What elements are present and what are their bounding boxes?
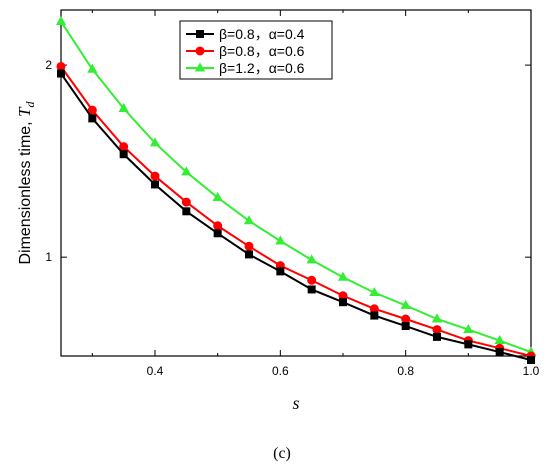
data-point-square <box>151 180 159 189</box>
data-point-circle <box>369 304 379 314</box>
data-point-circle <box>181 197 191 207</box>
data-point-circle <box>87 105 97 115</box>
x-tick-label: 0.8 <box>397 364 414 378</box>
data-point-triangle <box>337 271 349 281</box>
series-1 <box>57 69 535 364</box>
data-point-triangle <box>494 335 505 345</box>
data-point-circle <box>307 275 317 285</box>
data-point-square <box>245 250 253 259</box>
y-axis-label: Dimensionless time, Td <box>15 100 37 264</box>
data-point-square <box>213 229 222 238</box>
data-point-circle <box>338 291 348 301</box>
data-point-square <box>196 30 204 38</box>
data-point-triangle <box>55 15 67 26</box>
panel-label: (c) <box>273 445 291 462</box>
data-point-circle <box>213 221 223 231</box>
data-point-square <box>307 285 316 294</box>
data-point-square <box>339 298 347 307</box>
data-point-triangle <box>194 62 206 72</box>
x-tick-label: 0.4 <box>147 364 164 378</box>
data-point-square <box>464 340 473 349</box>
data-point-circle <box>56 61 66 71</box>
legend-entry-3: β=1.2，α=0.6 <box>186 60 305 76</box>
data-point-triangle <box>243 215 255 225</box>
data-point-triangle <box>149 137 161 147</box>
data-point-square <box>119 150 128 159</box>
data-point-circle <box>150 171 160 181</box>
data-point-triangle <box>181 166 192 176</box>
data-point-circle <box>244 241 254 251</box>
data-point-square <box>527 355 535 364</box>
data-point-circle <box>119 142 129 152</box>
data-point-triangle <box>212 191 223 202</box>
series-2 <box>56 61 536 361</box>
plot-frame <box>60 9 532 357</box>
y-tick-label: 1 <box>45 250 52 264</box>
data-point-circle <box>401 314 411 324</box>
legend-label: β=1.2，α=0.6 <box>219 60 305 76</box>
data-point-square <box>182 207 191 216</box>
data-point-triangle <box>118 102 129 112</box>
data-point-square <box>370 311 379 320</box>
data-point-triangle <box>369 286 380 297</box>
series-line <box>60 21 532 354</box>
legend-entry-2: β=0.8，α=0.6 <box>186 43 305 59</box>
series-line <box>60 72 532 361</box>
x-axis-label: s <box>292 393 299 413</box>
data-point-triangle <box>306 254 317 264</box>
data-point-triangle <box>400 299 411 309</box>
legend-label: β=0.8，α=0.4 <box>219 26 305 42</box>
data-point-square <box>57 69 65 78</box>
legend-entry-1: β=0.8，α=0.4 <box>186 26 305 42</box>
series-layer <box>55 15 537 364</box>
series-3 <box>55 15 537 356</box>
data-point-circle <box>432 325 442 335</box>
data-point-circle <box>195 46 205 56</box>
data-point-square <box>276 267 285 276</box>
data-point-triangle <box>275 235 286 245</box>
y-tick-label: 2 <box>45 58 52 72</box>
x-tick-label: 1.0 <box>523 364 540 378</box>
data-point-square <box>88 114 97 123</box>
x-tick-label: 0.6 <box>272 364 289 378</box>
legend-box <box>179 20 333 80</box>
data-point-triangle <box>463 323 474 334</box>
legend-label: β=0.8，α=0.6 <box>219 43 305 59</box>
series-line <box>60 65 532 357</box>
data-point-square <box>495 348 504 357</box>
data-point-square <box>433 332 441 341</box>
data-point-square <box>401 322 410 331</box>
data-point-triangle <box>87 63 98 73</box>
legend: β=0.8，α=0.4β=0.8，α=0.6β=1.2，α=0.6 <box>179 20 333 80</box>
data-point-triangle <box>431 313 443 323</box>
